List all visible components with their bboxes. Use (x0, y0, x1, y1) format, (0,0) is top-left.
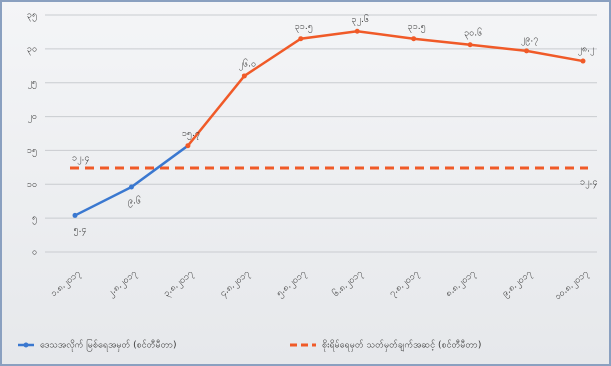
data-label: ၃၂.၆ (352, 14, 369, 26)
y-tick-label: ၂၀ (28, 112, 37, 123)
data-point (241, 73, 247, 79)
data-point (128, 184, 134, 190)
data-point (580, 58, 586, 64)
data-point (185, 143, 191, 149)
data-label: ၃၀.၆ (464, 27, 482, 39)
series-line (186, 29, 584, 147)
data-label: ၂၈.၂ (578, 45, 595, 56)
threshold-label: ၁၂.၄ (580, 178, 597, 189)
data-label: ၂၆.၀ (239, 58, 256, 70)
data-point (524, 48, 530, 54)
legend-label: စိုးရိမ်ရေမှတ် သတ်မှတ်ချက်အဆင့် (စင်တီမီ… (322, 340, 481, 352)
y-tick-label: ၃၀ (27, 44, 37, 55)
data-point (298, 36, 304, 42)
y-tick-label: ၂၅ (28, 78, 37, 89)
data-label: ၅.၄ (74, 225, 87, 236)
legend-swatch (23, 342, 29, 348)
y-tick-label: ၁၀ (27, 180, 37, 190)
y-tick-label: ၅ (32, 214, 37, 225)
data-point (354, 28, 360, 34)
data-label: ၉.၆ (128, 195, 141, 207)
data-point (72, 212, 78, 218)
legend-label: ဒေသအလိုက် မြစ်ရေအမှတ် (စင်တီမီတာ) (40, 339, 177, 352)
y-tick-label: ၃၅ (27, 11, 37, 22)
data-label: ၁၅.၇ (182, 129, 200, 140)
data-point (467, 42, 473, 48)
threshold-label: ၁၂.၄ (72, 154, 89, 165)
data-label: ၂၉.၇ (521, 34, 538, 45)
data-point (411, 36, 417, 42)
data-label: ၃၁.၅ (408, 22, 426, 33)
data-label: ၃၁.၅ (295, 22, 313, 33)
y-tick-label: ၀ (32, 248, 37, 258)
y-tick-label: ၁၅ (27, 146, 37, 157)
